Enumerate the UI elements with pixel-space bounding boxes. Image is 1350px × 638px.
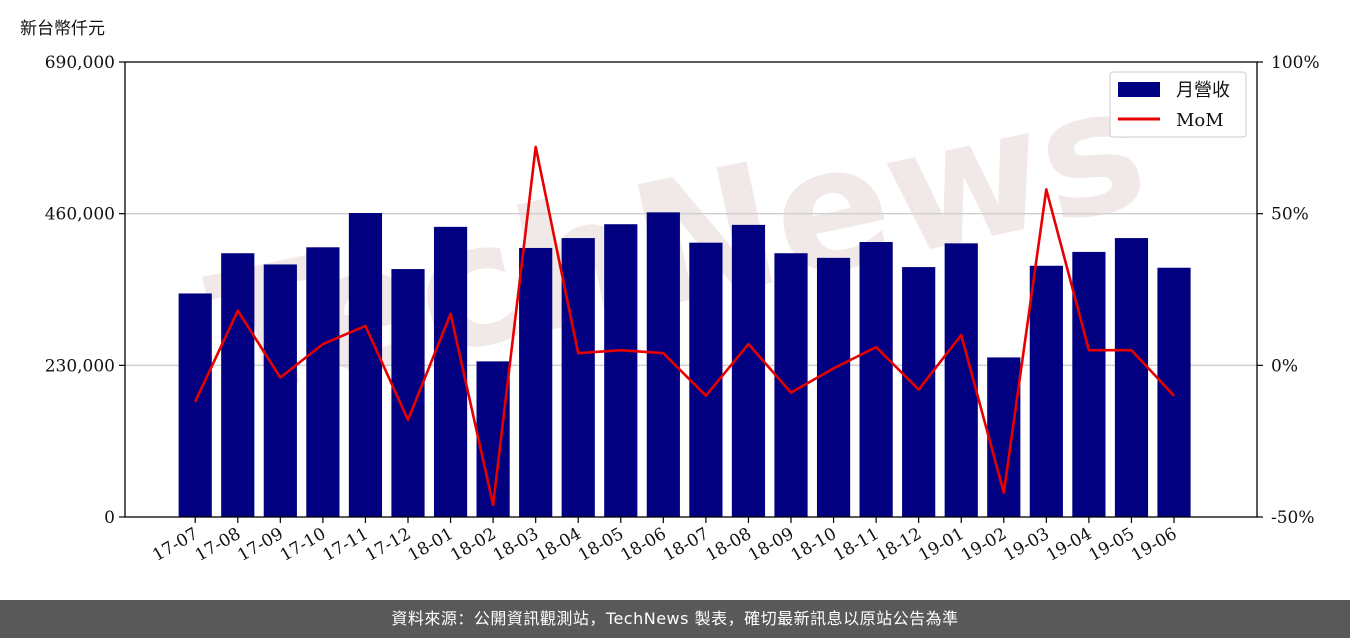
x-tick-label: 18-06 (617, 524, 669, 566)
left-axis-ticks: 0 230,000 460,000 690,000 (45, 53, 125, 528)
legend-bar-swatch (1118, 82, 1160, 97)
bar-19-03 (1029, 265, 1063, 517)
bar-19-04 (1072, 251, 1106, 518)
plot-frame (124, 61, 1258, 518)
bar-17-11 (348, 213, 383, 517)
bar-18-02 (476, 361, 510, 517)
legend-line-label: MoM (1176, 110, 1224, 131)
axes (124, 61, 1258, 518)
source-text: 資料來源：公開資訊觀測站，TechNews 製表，確切最新訊息以原站公告為準 (391, 609, 959, 628)
bar-19-06 (1157, 267, 1191, 517)
right-tick-label: 0% (1271, 356, 1298, 376)
legend: 月營收 MoM (1109, 71, 1247, 138)
x-tick-label: 17-11 (319, 524, 371, 566)
x-tick-label: 17-12 (362, 524, 414, 566)
bar-17-09 (263, 264, 297, 517)
x-tick-label: 19-02 (958, 524, 1010, 566)
bar-18-05 (604, 224, 638, 517)
bar-18-03 (519, 247, 553, 517)
bar-17-10 (306, 247, 340, 517)
x-tick-label: 17-09 (234, 524, 286, 566)
x-tick-label: 18-03 (490, 524, 542, 566)
x-tick-label: 18-10 (788, 524, 840, 566)
bar-18-04 (561, 238, 595, 517)
bar-series (178, 212, 1191, 518)
x-tick-label: 17-08 (192, 524, 244, 566)
left-tick-label: 690,000 (45, 53, 115, 73)
x-tick-label: 18-01 (405, 524, 457, 566)
mom-line (194, 145, 1175, 507)
legend-bar-label: 月營收 (1176, 80, 1230, 101)
x-tick-label: 19-04 (1043, 524, 1095, 566)
x-tick-label: 18-05 (575, 524, 627, 566)
left-tick-label: 230,000 (45, 356, 115, 376)
line-series (194, 145, 1175, 507)
left-axis-label: 新台幣仟元 (20, 19, 105, 39)
x-tick-label: 19-06 (1128, 524, 1180, 566)
bar-17-07 (178, 293, 212, 517)
source-footer: 資料來源：公開資訊觀測站，TechNews 製表，確切最新訊息以原站公告為準 (0, 600, 1350, 638)
x-tick-label: 17-10 (277, 524, 329, 566)
bar-18-08 (731, 224, 766, 517)
x-tick-label: 18-02 (447, 524, 499, 566)
right-tick-label: 100% (1271, 53, 1320, 73)
x-axis-ticks: 17-0717-0817-0917-1017-1117-1218-0118-02… (149, 517, 1181, 566)
x-tick-label: 18-08 (703, 524, 755, 566)
right-tick-label: -50% (1271, 508, 1315, 528)
right-axis-ticks: -50% 0% 50% 100% (1257, 53, 1320, 528)
x-tick-label: 19-05 (1086, 524, 1138, 566)
bar-18-11 (859, 242, 893, 518)
x-tick-label: 17-07 (149, 524, 201, 566)
x-tick-label: 18-07 (660, 524, 712, 566)
bar-17-08 (221, 253, 255, 518)
x-tick-label: 18-09 (745, 524, 797, 566)
right-tick-label: 50% (1271, 205, 1309, 225)
x-tick-label: 19-01 (915, 524, 967, 566)
left-tick-label: 460,000 (45, 205, 115, 225)
x-tick-label: 18-11 (830, 524, 882, 566)
x-tick-label: 19-03 (1000, 524, 1052, 566)
x-tick-label: 18-12 (873, 524, 925, 566)
bar-18-01 (433, 226, 468, 517)
bar-18-12 (902, 267, 936, 517)
bar-18-07 (689, 242, 723, 517)
bar-18-10 (816, 257, 851, 517)
x-tick-label: 18-04 (532, 524, 584, 566)
bar-19-05 (1114, 238, 1149, 517)
left-tick-label: 0 (104, 508, 115, 528)
